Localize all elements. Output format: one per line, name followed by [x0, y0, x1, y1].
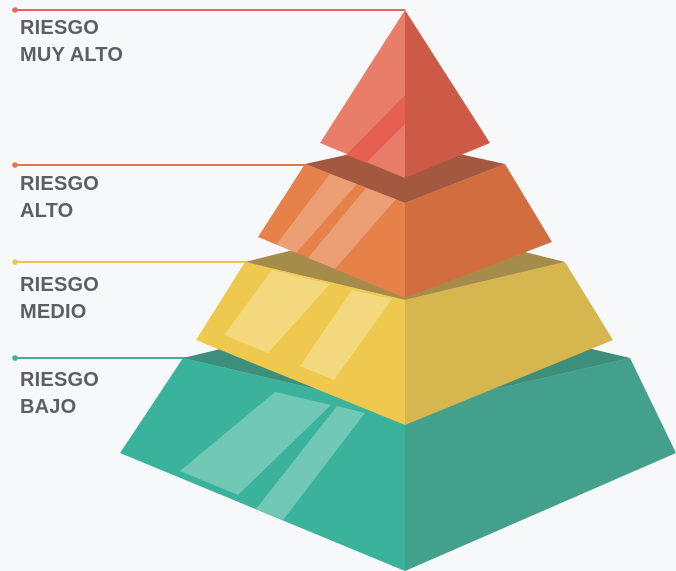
label-risk-high-line2: ALTO [20, 200, 74, 222]
pyramid-level-low [120, 305, 676, 571]
level-medium-right-face [405, 262, 613, 425]
leader-dot-medium [12, 259, 18, 265]
leader-dot-very-high [12, 7, 18, 13]
level-medium-highlight [224, 270, 330, 353]
level-high-right-face [405, 164, 552, 298]
level-high-left-face [258, 164, 405, 298]
label-risk-very-high-line2: MUY ALTO [20, 44, 124, 66]
pyramid-level-very-high [320, 10, 490, 178]
level-low-left-face [120, 358, 405, 571]
level-medium-left-face [196, 262, 405, 425]
level-high-highlight-2 [308, 188, 396, 269]
label-risk-medium-line2: MEDIO [20, 301, 87, 323]
label-risk-high: RIESGO ALTO [20, 171, 99, 225]
label-risk-very-high-line1: RIESGO [20, 17, 99, 39]
level-medium-highlight-2 [300, 290, 392, 380]
leader-dot-low [12, 355, 18, 361]
level-very-high-highlight [346, 95, 405, 163]
label-risk-high-line1: RIESGO [20, 173, 99, 195]
label-risk-low: RIESGO BAJO [20, 367, 99, 421]
label-risk-very-high: RIESGO MUY ALTO [20, 15, 123, 69]
level-low-right-face [405, 358, 676, 571]
level-low-highlight [180, 392, 331, 495]
label-risk-low-line1: RIESGO [20, 369, 99, 391]
label-risk-medium: RIESGO MEDIO [20, 272, 99, 326]
label-risk-low-line2: BAJO [20, 396, 77, 418]
leader-lines [12, 7, 405, 361]
level-high-highlight [276, 174, 357, 253]
level-very-high-right-face [405, 10, 490, 178]
label-risk-medium-line1: RIESGO [20, 274, 99, 296]
leader-dot-high [12, 162, 18, 168]
level-low-highlight-2 [256, 406, 365, 520]
